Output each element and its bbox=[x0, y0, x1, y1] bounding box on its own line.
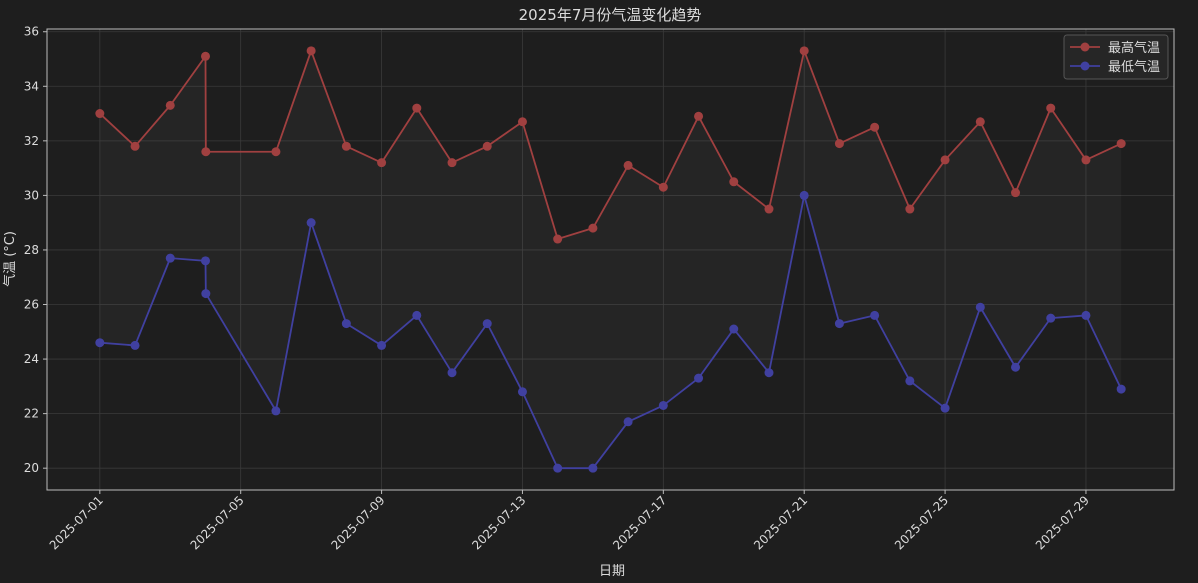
y-axis: 20 22 24 26 28 30 32 34 36 bbox=[24, 25, 47, 475]
data-point-low bbox=[1011, 362, 1021, 372]
data-point-high bbox=[165, 100, 175, 110]
data-point-low bbox=[271, 406, 281, 416]
data-point-high bbox=[201, 147, 211, 157]
data-point-low bbox=[623, 417, 633, 427]
data-point-low bbox=[447, 368, 457, 378]
data-point-high bbox=[905, 204, 915, 214]
data-point-high bbox=[306, 46, 316, 56]
data-point-high bbox=[694, 111, 704, 121]
data-point-low bbox=[95, 338, 105, 348]
data-point-high bbox=[834, 139, 844, 149]
data-point-high bbox=[271, 147, 281, 157]
data-point-low bbox=[306, 218, 316, 228]
data-point-low bbox=[588, 463, 598, 473]
data-point-low bbox=[658, 400, 668, 410]
data-point-low bbox=[130, 340, 140, 350]
legend-marker-low bbox=[1080, 61, 1090, 71]
series-line-high bbox=[99, 49, 1122, 240]
data-point-low bbox=[694, 373, 704, 383]
series-line-low bbox=[99, 194, 1122, 470]
data-point-low bbox=[870, 310, 880, 320]
data-point-high bbox=[1011, 188, 1021, 198]
legend-label-low: 最低气温 bbox=[1108, 59, 1160, 75]
data-point-high bbox=[200, 51, 210, 61]
data-point-high bbox=[377, 158, 387, 168]
data-point-low bbox=[482, 319, 492, 329]
data-point-low bbox=[1081, 310, 1091, 320]
data-point-low bbox=[975, 302, 985, 312]
data-point-low bbox=[341, 319, 351, 329]
data-point-low bbox=[1116, 384, 1126, 394]
data-point-low bbox=[553, 463, 563, 473]
data-point-high bbox=[729, 177, 739, 187]
data-point-low bbox=[1046, 313, 1056, 323]
data-point-low bbox=[201, 289, 211, 299]
data-point-high bbox=[553, 234, 563, 244]
data-point-low bbox=[517, 387, 527, 397]
data-point-high bbox=[1046, 103, 1056, 113]
data-point-high bbox=[1116, 139, 1126, 149]
data-point-low bbox=[729, 324, 739, 334]
data-point-high bbox=[940, 155, 950, 165]
data-point-high bbox=[341, 141, 351, 151]
legend-box bbox=[1063, 34, 1169, 80]
y-tick-label: 34 bbox=[24, 79, 39, 93]
y-tick-label: 36 bbox=[24, 25, 39, 39]
data-point-low bbox=[377, 340, 387, 350]
y-tick-label: 32 bbox=[24, 134, 39, 148]
y-tick-label: 22 bbox=[24, 407, 39, 421]
data-point-high bbox=[95, 109, 105, 119]
y-tick-label: 28 bbox=[24, 243, 39, 257]
y-tick-label: 30 bbox=[24, 188, 39, 202]
data-point-high bbox=[482, 141, 492, 151]
data-point-high bbox=[412, 103, 422, 113]
chart-title: 2025年7月份气温变化趋势 bbox=[519, 6, 702, 24]
data-point-high bbox=[658, 182, 668, 192]
data-point-high bbox=[975, 117, 985, 127]
series-layer bbox=[95, 46, 1126, 473]
data-point-high bbox=[130, 141, 140, 151]
y-tick-label: 26 bbox=[24, 298, 39, 312]
grid bbox=[47, 29, 1174, 490]
data-point-high bbox=[870, 122, 880, 132]
y-tick-label: 20 bbox=[24, 461, 39, 475]
x-axis-label: 日期 bbox=[599, 564, 625, 579]
data-point-high bbox=[1081, 155, 1091, 165]
legend-marker-high bbox=[1080, 42, 1090, 52]
data-point-low bbox=[799, 190, 809, 200]
legend-label-high: 最高气温 bbox=[1108, 40, 1160, 56]
y-axis-label: 气温 (°C) bbox=[2, 231, 18, 287]
data-point-low bbox=[905, 376, 915, 386]
data-point-low bbox=[165, 253, 175, 263]
data-point-low bbox=[412, 310, 422, 320]
data-point-low bbox=[940, 403, 950, 413]
data-point-low bbox=[764, 368, 774, 378]
data-point-high bbox=[517, 117, 527, 127]
plot-area bbox=[47, 29, 1174, 490]
y-tick-label: 24 bbox=[24, 352, 39, 366]
data-point-high bbox=[447, 158, 457, 168]
data-point-low bbox=[200, 256, 210, 266]
data-point-high bbox=[764, 204, 774, 214]
data-point-high bbox=[623, 160, 633, 170]
data-point-high bbox=[799, 46, 809, 56]
legend: 最高气温 最低气温 bbox=[1063, 34, 1169, 80]
data-point-high bbox=[588, 223, 598, 233]
plot-frame bbox=[46, 28, 1175, 491]
data-point-low bbox=[834, 319, 844, 329]
